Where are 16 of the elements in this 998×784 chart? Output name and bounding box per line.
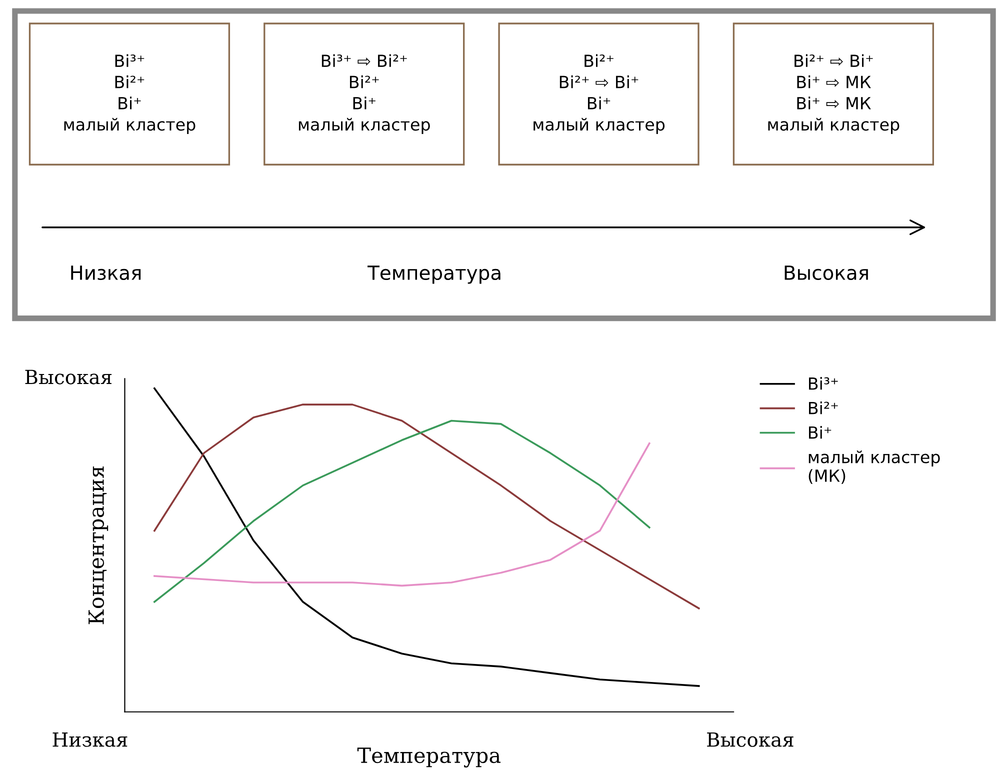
- x-axis-title: Температура: [357, 748, 501, 768]
- text: Bi³⁺ ⇨ Bi²⁺ Bi²⁺ Bi⁺ малый кластер: [298, 54, 430, 134]
- text: Низкая: [52, 732, 128, 747]
- text: Высокая: [25, 370, 112, 384]
- text: Температура: [368, 266, 500, 284]
- text: Низкая: [71, 266, 141, 280]
- text: Высокая: [707, 732, 794, 747]
- legend-label: Bi³⁺: [809, 377, 838, 390]
- legend-label: малый кластер (МК): [808, 450, 940, 484]
- text: Bi²⁺ ⇨ Bi⁺ Bi⁺ ⇨ МК Bi⁺ ⇨ МК малый кластер: [768, 54, 900, 134]
- y-axis-title: Концентрация: [88, 466, 108, 624]
- legend-label: Bi²⁺: [809, 401, 838, 414]
- text: Высокая: [784, 266, 868, 280]
- text: Bi²⁺ Bi²⁺ ⇨ Bi⁺ Bi⁺ малый кластер: [534, 54, 665, 134]
- text: Bi³⁺ Bi²⁺ Bi⁺ малый кластер: [64, 54, 196, 134]
- legend-label: Bi⁺: [809, 426, 832, 439]
